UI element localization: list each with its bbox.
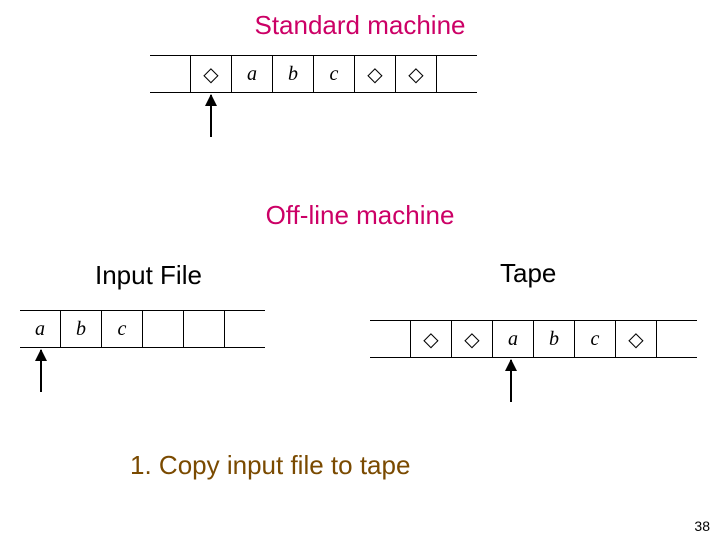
tape-cell: [184, 311, 225, 347]
tape-cell: c: [102, 311, 143, 347]
tape-row: ◇◇abc◇: [370, 320, 697, 358]
offline-tape: ◇◇abc◇: [370, 320, 697, 358]
head-arrow-icon: [40, 350, 42, 392]
tape-cell: [225, 311, 265, 347]
standard-tape: ◇abc◇◇: [150, 55, 477, 93]
tape-cell: a: [493, 321, 534, 357]
input-file-label: Input File: [95, 260, 202, 291]
tape-cell: a: [232, 56, 273, 92]
tape-cell: c: [314, 56, 355, 92]
tape-row: ◇abc◇◇: [150, 55, 477, 93]
standard-machine-title: Standard machine: [0, 10, 720, 41]
step-number: 1.: [130, 450, 152, 480]
tape-cell: ◇: [396, 56, 437, 92]
step-instruction: 1. Copy input file to tape: [130, 450, 410, 481]
tape-cell: b: [61, 311, 102, 347]
tape-cell: ◇: [616, 321, 657, 357]
offline-tape-section: ◇◇abc◇: [370, 320, 697, 362]
input-file-tape-section: abc: [20, 310, 265, 348]
tape-cell: a: [20, 311, 61, 347]
tape-cell: [657, 321, 697, 357]
tape-cell: ◇: [191, 56, 232, 92]
tape-cell: ◇: [355, 56, 396, 92]
step-text: Copy input file to tape: [159, 450, 411, 480]
tape-cell: ◇: [411, 321, 452, 357]
tape-row: abc: [20, 310, 265, 348]
tape-cell: c: [575, 321, 616, 357]
head-arrow-icon: [210, 95, 212, 137]
tape-label: Tape: [500, 258, 556, 289]
head-arrow-icon: [510, 360, 512, 402]
input-file-tape: abc: [20, 310, 265, 348]
tape-cell: [437, 56, 477, 92]
tape-cell: [143, 311, 184, 347]
tape-cell: b: [273, 56, 314, 92]
standard-tape-section: ◇abc◇◇: [150, 55, 477, 97]
tape-cell: [150, 56, 191, 92]
offline-machine-title: Off-line machine: [0, 200, 720, 231]
tape-cell: ◇: [452, 321, 493, 357]
tape-cell: [370, 321, 411, 357]
page-number: 38: [694, 518, 710, 534]
tape-cell: b: [534, 321, 575, 357]
